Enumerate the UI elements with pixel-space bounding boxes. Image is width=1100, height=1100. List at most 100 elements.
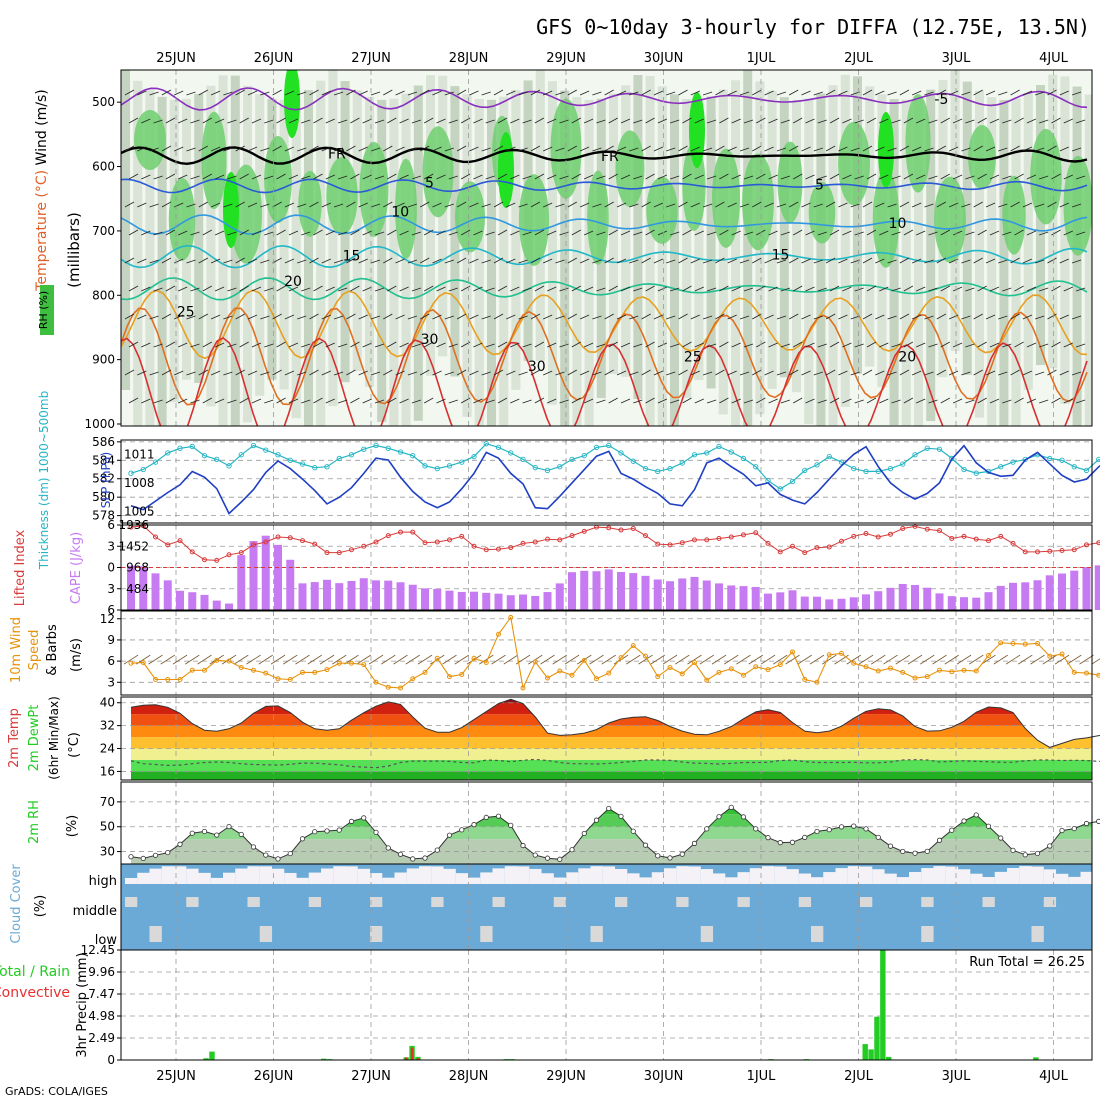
wind-barb: [555, 259, 565, 264]
wind-barb: [272, 145, 282, 152]
cloud-high-gap: [1093, 868, 1100, 884]
lifted-index-point: [924, 526, 930, 532]
wind-barb: [555, 147, 565, 152]
wind-barb: [313, 229, 323, 236]
wind-barb: [620, 230, 631, 236]
wind-barb: [128, 117, 139, 124]
right-tick-label: 1008: [124, 476, 155, 490]
wind-barb: [411, 175, 422, 180]
wind-barb: [731, 286, 741, 292]
rh-point: [1010, 847, 1016, 853]
wind-barb: [210, 146, 221, 152]
wind-barb: [555, 91, 565, 96]
wind-barb: [567, 145, 577, 152]
rh-shading-column: [548, 81, 557, 405]
wind-barb: [358, 202, 368, 208]
wind-barb: [924, 315, 934, 320]
wind-barb: [432, 90, 442, 96]
wind-barb: [813, 371, 823, 376]
date-label-bottom: 27JUN: [351, 1069, 391, 1084]
wind-barb: [862, 89, 873, 96]
cape-bar: [641, 575, 650, 610]
wind-barb: [961, 371, 971, 376]
wind-speed-point: [863, 664, 869, 670]
wind-barb: [1039, 343, 1049, 348]
thickness-point: [483, 441, 489, 447]
wind-barb: [928, 287, 938, 292]
wind-barb: [657, 174, 668, 180]
wind-barb-10m: [344, 654, 359, 665]
wind-barb: [825, 313, 836, 320]
cloud-high-gap: [284, 872, 297, 884]
cloud-high-gap: [786, 869, 799, 884]
cloud-high-gap: [419, 866, 432, 884]
wind-barb: [912, 258, 922, 264]
rh-moist-patch: [134, 110, 166, 170]
cloud-high-gap: [627, 873, 640, 884]
rh-point: [385, 845, 391, 851]
thickness-point: [263, 447, 269, 453]
wind-barb: [272, 89, 282, 96]
wind-barb: [702, 91, 713, 96]
cape-bar: [617, 572, 625, 610]
rh-point: [299, 836, 306, 842]
cape-bar: [984, 592, 993, 610]
rh-shading-column: [840, 74, 850, 407]
rh-shading-column: [926, 89, 936, 422]
rh-point: [483, 814, 489, 821]
wind-barb: [694, 342, 704, 348]
wind-barb: [998, 315, 1008, 320]
wind-barb: [567, 313, 577, 320]
thickness-point: [998, 464, 1004, 470]
wind-barb: [251, 230, 262, 236]
wind-barb: [793, 229, 803, 236]
wind-barb: [251, 118, 262, 124]
wind-barb: [247, 90, 258, 96]
wind-barb-10m: [1030, 654, 1045, 665]
wind-barb-10m: [883, 654, 898, 665]
wind-barb: [547, 118, 557, 124]
lifted-index-point: [606, 525, 612, 531]
wind-barb: [829, 341, 840, 348]
wind-barb: [657, 230, 668, 236]
wind-barb: [137, 370, 147, 376]
wind-barb-10m: [601, 654, 616, 665]
wind-barb: [936, 313, 946, 320]
y-tick-label: 580: [92, 490, 115, 504]
wind-barb: [579, 258, 590, 264]
wind-barb: [374, 119, 385, 124]
wind-barb: [321, 202, 331, 208]
wind-barb: [776, 371, 787, 376]
wind-barb: [977, 173, 987, 180]
wind-barb: [370, 203, 381, 208]
wind-barb: [743, 287, 754, 292]
wind-barb: [522, 119, 532, 124]
rh-moist-patch: [1063, 155, 1092, 256]
wind-barb: [854, 231, 864, 236]
thickness-point: [814, 462, 820, 468]
wind-speed-point: [716, 669, 722, 675]
wind-barb: [387, 173, 397, 180]
wind-speed-point: [459, 672, 465, 678]
wind-barb: [383, 89, 393, 96]
cape-bar: [972, 597, 981, 610]
wind-barb: [411, 399, 422, 404]
wind-barb-10m: [172, 654, 188, 665]
cape-bar: [482, 592, 491, 610]
wind-barb: [485, 231, 495, 236]
rh-moist-patch: [298, 171, 322, 237]
wind-barb: [559, 343, 569, 348]
cloud-low-gap: [590, 926, 603, 942]
rh-shading-column: [633, 75, 643, 400]
rh-shading-column: [438, 75, 448, 357]
cloud-middle-gap: [921, 897, 934, 907]
wind-barb: [235, 313, 245, 320]
thickness-point: [618, 450, 624, 456]
wind-barb: [321, 90, 331, 96]
wind-barb: [559, 175, 569, 180]
wind-barb: [309, 257, 319, 264]
wind-speed-point: [238, 664, 244, 670]
wind-barb: [223, 91, 233, 96]
wind-barb: [309, 313, 319, 320]
wind-speed-point: [692, 660, 697, 666]
